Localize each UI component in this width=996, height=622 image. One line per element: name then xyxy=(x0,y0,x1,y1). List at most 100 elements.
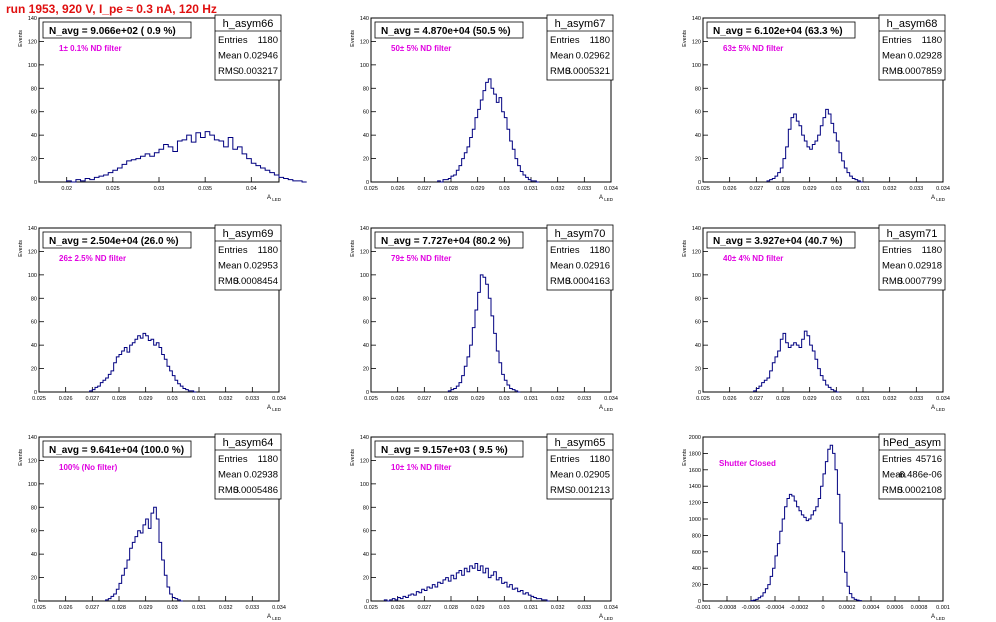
stats-key: RMS xyxy=(218,276,239,287)
stats-value: 0.0005321 xyxy=(565,66,610,77)
stats-box xyxy=(878,14,946,81)
histogram-bars xyxy=(437,78,539,183)
x-tick-label: 0.0002 xyxy=(839,605,856,611)
stats-value: 1180 xyxy=(590,245,610,256)
stats-value: 0.02928 xyxy=(908,51,942,62)
x-tick-label: -0.0002 xyxy=(790,605,809,611)
x-axis-label: A LED xyxy=(267,195,282,202)
x-tick-label: 0.025 xyxy=(106,186,120,192)
x-tick-label: 0.032 xyxy=(219,396,233,402)
y-axis-label: Events xyxy=(682,240,688,257)
y-tick-label: 100 xyxy=(692,63,701,69)
stats-value: 0.02962 xyxy=(576,51,610,62)
stats-key: Mean xyxy=(882,51,906,62)
filter-label: 26± 2.5% ND filter xyxy=(59,254,126,263)
y-tick-label: 120 xyxy=(360,458,369,464)
x-tick-label: 0.0008 xyxy=(911,605,928,611)
x-tick-label: 0.034 xyxy=(272,605,286,611)
stats-value: 0.02953 xyxy=(244,261,278,272)
y-tick-label: 20 xyxy=(363,367,369,373)
x-tick-label: 0.027 xyxy=(417,186,431,192)
y-tick-label: 0 xyxy=(34,180,37,186)
x-tick-label: 0.033 xyxy=(909,396,923,402)
y-axis-label: Events xyxy=(18,240,24,257)
stats-value: 0.02946 xyxy=(244,51,278,62)
y-tick-label: 1600 xyxy=(689,468,701,474)
histogram-bars xyxy=(89,332,197,393)
y-tick-label: 140 xyxy=(28,16,37,22)
y-tick-label: 80 xyxy=(363,505,369,511)
plot-frame xyxy=(38,227,280,393)
stats-box xyxy=(214,433,282,500)
navg-label: N_avg = 2.504e+04 (26.0 %) xyxy=(49,236,179,247)
stats-box xyxy=(214,14,282,81)
y-axis-label: Events xyxy=(350,240,356,257)
x-tick-label: 0.033 xyxy=(909,186,923,192)
y-tick-label: 60 xyxy=(363,110,369,116)
y-tick-label: 80 xyxy=(31,296,37,302)
filter-label: 63± 5% ND filter xyxy=(723,44,783,53)
x-tick-label: 0.031 xyxy=(192,605,206,611)
x-tick-label: 0.027 xyxy=(417,396,431,402)
x-tick-label: 0.028 xyxy=(444,605,458,611)
filter-label: 79± 5% ND filter xyxy=(391,254,451,263)
stats-key: Entries xyxy=(218,454,248,465)
x-axis-label: A LED xyxy=(599,405,614,412)
x-tick-label: 0.031 xyxy=(856,186,870,192)
y-tick-label: 80 xyxy=(31,505,37,511)
y-axis-label: Events xyxy=(682,449,688,466)
stats-key: Mean xyxy=(218,261,242,272)
x-tick-label: 0.029 xyxy=(139,396,153,402)
stats-title: h_asym71 xyxy=(887,228,938,240)
stats-key: RMS xyxy=(550,276,571,287)
x-tick-label: 0.025 xyxy=(32,605,46,611)
y-tick-label: 1000 xyxy=(689,517,701,523)
x-axis-label: A LED xyxy=(267,405,282,412)
stats-value: 0.0004163 xyxy=(565,276,610,287)
x-tick-label: 0.034 xyxy=(604,605,618,611)
stats-key: Mean xyxy=(550,470,574,481)
histogram-panel-hPed_asym: 0 200 400 600 800 1000 1200 1400 1600 1800 2000 -0.… xyxy=(682,433,950,621)
stats-value: 0.001213 xyxy=(570,485,610,496)
x-tick-label: 0.033 xyxy=(577,396,591,402)
x-tick-label: 0.001 xyxy=(936,605,950,611)
x-tick-label: -0.001 xyxy=(695,605,711,611)
histogram-bars xyxy=(66,131,307,183)
x-axis-label: A LED xyxy=(931,405,946,412)
y-tick-label: 140 xyxy=(360,435,369,441)
navg-label: N_avg = 7.727e+04 (80.2 %) xyxy=(381,236,511,247)
stats-value: 0.003217 xyxy=(238,66,278,77)
x-tick-label: 0.026 xyxy=(391,186,405,192)
y-tick-label: 20 xyxy=(31,367,37,373)
stats-value: 45716 xyxy=(916,454,942,465)
stats-value: 1180 xyxy=(258,35,278,46)
x-tick-label: 0.031 xyxy=(524,605,538,611)
histogram-bars xyxy=(383,563,550,602)
stats-key: RMS xyxy=(550,485,571,496)
stats-key: Mean xyxy=(882,261,906,272)
y-axis-label: Events xyxy=(682,30,688,47)
navg-box xyxy=(374,21,524,39)
y-tick-label: 0 xyxy=(698,599,701,605)
y-tick-label: 40 xyxy=(31,552,37,558)
x-tick-label: 0.026 xyxy=(59,605,73,611)
filter-label: Shutter Closed xyxy=(719,459,776,468)
y-tick-label: 200 xyxy=(692,583,701,589)
x-tick-label: 0.032 xyxy=(219,605,233,611)
y-tick-label: 140 xyxy=(360,226,369,232)
x-tick-label: 0.029 xyxy=(803,186,817,192)
stats-value: 0.0007859 xyxy=(897,66,942,77)
stats-box xyxy=(546,224,614,291)
navg-label: N_avg = 9.066e+02 ( 0.9 %) xyxy=(49,26,176,37)
stats-value: 0.02916 xyxy=(576,261,610,272)
histogram-panel-h_asym69: 0 20 40 60 80 100 120 140 0.025 0.026 0.027 0.028 0.… xyxy=(18,224,286,412)
x-tick-label: 0.034 xyxy=(604,396,618,402)
x-tick-label: 0.027 xyxy=(85,605,99,611)
y-axis-label: Events xyxy=(18,449,24,466)
navg-box xyxy=(374,440,524,458)
y-tick-label: 20 xyxy=(695,157,701,163)
x-tick-label: 0.025 xyxy=(364,186,378,192)
stats-title: h_asym67 xyxy=(555,18,606,30)
x-axis-label: A LED xyxy=(599,614,614,621)
